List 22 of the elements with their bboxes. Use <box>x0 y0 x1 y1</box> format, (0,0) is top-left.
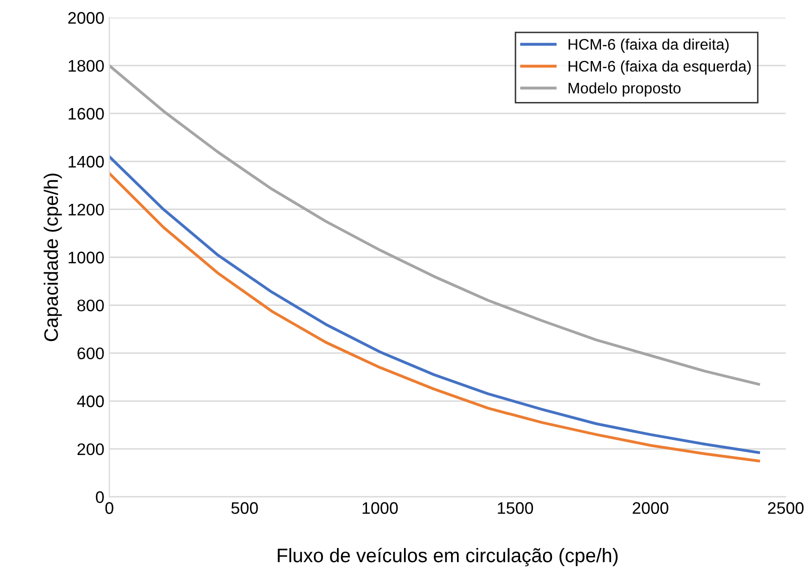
x-tick-label: 1500 <box>498 502 534 514</box>
x-axis-title: Fluxo de veículos em circulação (cpe/h) <box>278 548 618 566</box>
legend-label: HCM-6 (faixa da direita) <box>568 38 729 53</box>
y-tick-label: 200 <box>78 443 104 456</box>
x-tick-label: 1000 <box>362 502 398 514</box>
y-tick-label: 1000 <box>68 252 104 264</box>
x-tick-label: 2000 <box>632 502 668 514</box>
y-tick-label: 800 <box>77 300 104 312</box>
y-tick-label: 400 <box>77 395 104 408</box>
y-tick-label: 0 <box>96 491 104 504</box>
legend-label: HCM-6 (faixa da esquerda) <box>568 60 751 75</box>
y-axis-title: Capacidade (cpe/h) <box>44 174 62 342</box>
y-tick-label: 1400 <box>68 156 104 168</box>
y-tick-label: 2000 <box>68 12 104 24</box>
x-tick-label: 500 <box>231 502 258 514</box>
y-tick-label: 1200 <box>68 204 104 216</box>
y-tick-label: 1800 <box>68 60 104 72</box>
legend-label: Modelo proposto <box>568 82 681 97</box>
y-tick-label: 1600 <box>68 108 104 120</box>
x-tick-label: 2500 <box>768 502 804 514</box>
x-tick-label: 0 <box>105 502 114 514</box>
y-tick-label: 600 <box>78 347 104 360</box>
